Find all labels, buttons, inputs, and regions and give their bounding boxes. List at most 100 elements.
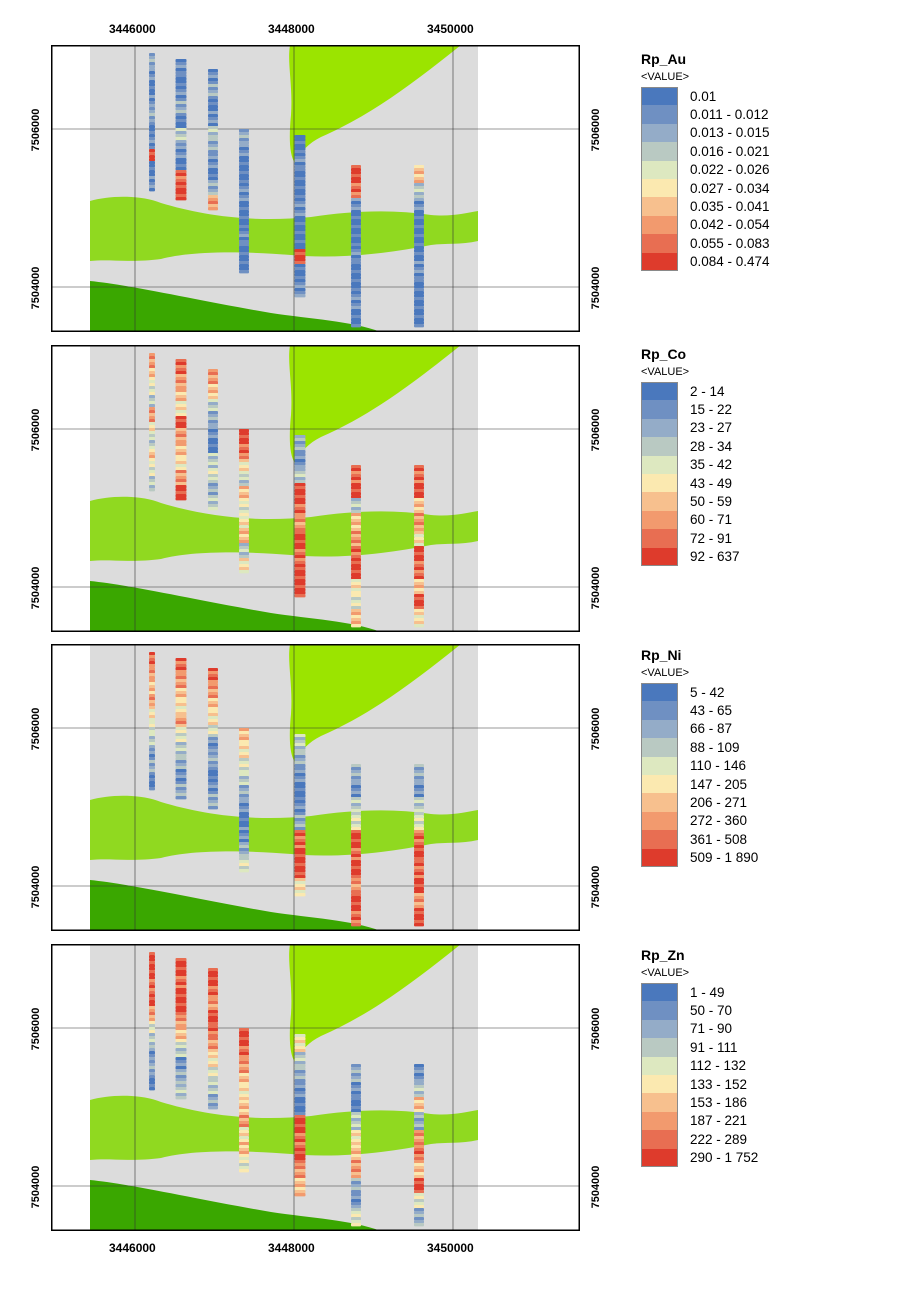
drillhole-sample xyxy=(414,812,424,816)
drillhole-sample xyxy=(239,159,249,163)
drillhole-sample xyxy=(208,1016,218,1020)
drillhole-sample xyxy=(239,219,249,223)
legend-row: 0.011 - 0.012 xyxy=(641,105,770,124)
drillhole-sample xyxy=(149,95,155,99)
drillhole-sample xyxy=(294,755,306,759)
drillhole-sample xyxy=(175,446,187,450)
drillhole-sample xyxy=(351,911,361,915)
drillhole-sample xyxy=(239,183,249,187)
legend-label: 147 - 205 xyxy=(690,776,748,792)
drillhole-sample xyxy=(208,111,218,115)
drillhole-sample xyxy=(208,1025,218,1029)
drillhole-sample xyxy=(351,210,361,214)
drillhole-sample xyxy=(294,737,306,741)
drillhole-sample xyxy=(294,878,306,882)
drillhole-sample xyxy=(149,1006,155,1010)
drillhole-sample xyxy=(149,1009,155,1013)
drillhole-sample xyxy=(294,183,306,187)
drillhole-sample xyxy=(239,866,249,870)
drillhole-sample xyxy=(208,755,218,759)
drillhole-sample xyxy=(414,1184,424,1188)
drillhole-sample xyxy=(208,468,218,472)
legend-title: Rp_Co xyxy=(641,346,687,362)
drillhole-sample xyxy=(175,1069,187,1073)
drillhole-sample xyxy=(149,988,155,992)
drillhole-sample xyxy=(351,555,361,559)
drillhole-sample xyxy=(175,1030,187,1034)
drillhole-sample xyxy=(239,210,249,214)
legend-row: 0.016 - 0.021 xyxy=(641,142,770,161)
map-border xyxy=(51,944,580,1231)
drillhole-sample xyxy=(351,896,361,900)
drillhole-sample xyxy=(294,279,306,283)
drillhole-sample xyxy=(294,141,306,145)
drillhole-sample xyxy=(414,609,424,613)
drillhole-sample xyxy=(239,453,249,457)
drillhole-sample xyxy=(239,240,249,244)
drillhole-sample xyxy=(149,83,155,87)
drillhole-sample xyxy=(414,848,424,852)
drillhole-sample xyxy=(414,908,424,912)
drillhole-sample xyxy=(414,827,424,831)
legend-label: 0.055 - 0.083 xyxy=(690,235,770,251)
drillhole-sample xyxy=(149,967,155,971)
drillhole-sample xyxy=(175,958,187,962)
drillhole-sample xyxy=(414,474,424,478)
drillhole-sample xyxy=(175,1057,187,1061)
legend-label: 361 - 508 xyxy=(690,831,748,847)
drillhole-sample xyxy=(149,1024,155,1028)
drillhole-sample xyxy=(208,776,218,780)
drillhole-sample xyxy=(351,902,361,906)
legend-swatch xyxy=(641,437,678,456)
legend-label: 43 - 65 xyxy=(690,703,733,719)
drillhole-sample xyxy=(208,402,218,406)
drillhole-sample xyxy=(414,1205,424,1209)
drillhole-sample xyxy=(239,156,249,160)
drillhole-sample xyxy=(351,201,361,205)
drillhole-sample xyxy=(351,860,361,864)
drillhole-sample xyxy=(294,174,306,178)
drillhole-sample xyxy=(239,731,249,735)
drillhole-sample xyxy=(294,168,306,172)
legend-label: 153 - 186 xyxy=(690,1095,748,1111)
drillhole-sample xyxy=(239,1049,249,1053)
drillhole-sample xyxy=(414,249,424,253)
legend-label: 15 - 22 xyxy=(690,402,733,418)
drillhole-sample xyxy=(175,709,187,713)
drillhole-sample xyxy=(149,952,155,956)
drillhole-sample xyxy=(239,498,249,502)
drillhole-sample xyxy=(208,186,218,190)
drillhole-sample xyxy=(175,976,187,980)
drillhole-sample xyxy=(294,540,306,544)
drillhole-sample xyxy=(351,779,361,783)
legend-row: 0.013 - 0.015 xyxy=(641,123,770,143)
drillhole-sample xyxy=(414,564,424,568)
drillhole-sample xyxy=(414,770,424,774)
drillhole-sample xyxy=(351,537,361,541)
legend-label: 0.013 - 0.015 xyxy=(690,125,770,141)
drillhole-sample xyxy=(175,697,187,701)
drillhole-sample xyxy=(208,794,218,798)
drillhole-sample xyxy=(414,597,424,601)
drillhole-sample xyxy=(175,158,187,162)
drillhole-sample xyxy=(414,201,424,205)
drillhole-sample xyxy=(351,1196,361,1200)
drillhole-sample xyxy=(351,1130,361,1134)
drillhole-sample xyxy=(414,288,424,292)
legend-swatch xyxy=(641,418,678,438)
drillhole-sample xyxy=(414,1172,424,1176)
drillhole-sample xyxy=(149,446,155,450)
drillhole-sample xyxy=(294,567,306,571)
drillhole-sample xyxy=(175,170,187,174)
drillhole-sample xyxy=(208,728,218,732)
drillhole-sample xyxy=(175,1072,187,1076)
drillhole-sample xyxy=(414,210,424,214)
drillhole-sample xyxy=(149,718,155,722)
drillhole-sample xyxy=(149,458,155,462)
drillhole-sample xyxy=(351,872,361,876)
drillhole-sample xyxy=(149,380,155,384)
drillhole-sample xyxy=(149,1075,155,1079)
drillhole-sample xyxy=(414,498,424,502)
drillhole-sample xyxy=(294,785,306,789)
drillhole-sample xyxy=(351,192,361,196)
